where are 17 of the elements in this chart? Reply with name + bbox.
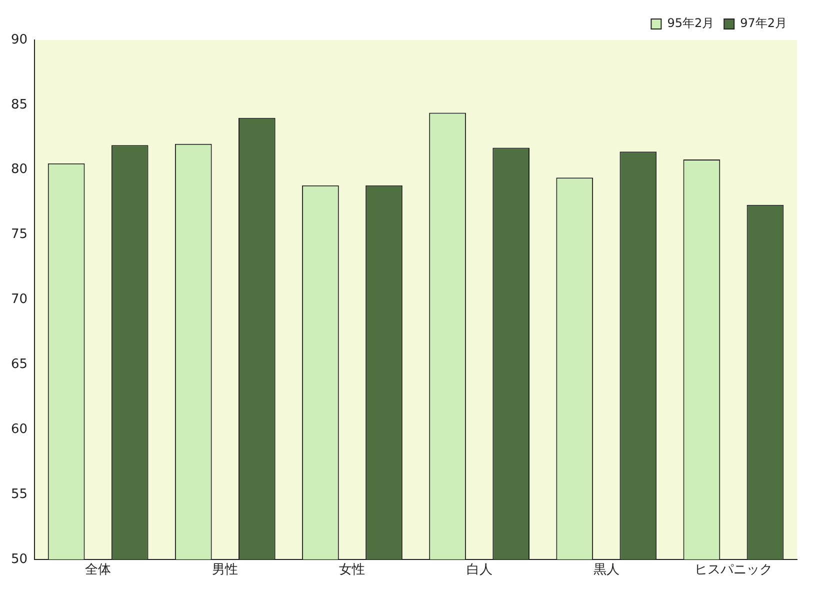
legend-label: 95年2月 (667, 16, 714, 30)
x-tick-label: 黒人 (593, 562, 620, 578)
y-tick-label: 55 (10, 486, 28, 502)
x-tick-label: 白人 (466, 562, 492, 578)
y-tick-label: 90 (10, 32, 28, 48)
y-tick-label: 50 (10, 552, 28, 567)
y-tick-label: 70 (10, 292, 28, 308)
x-tick-label: 女性 (339, 562, 366, 578)
y-tick-label: 60 (10, 422, 28, 437)
x-tick-label: 全体 (85, 562, 112, 578)
y-tick-label: 80 (10, 162, 28, 178)
y-tick-label: 85 (10, 97, 28, 112)
y-tick-label: 65 (10, 357, 28, 372)
x-tick-label: 男性 (212, 562, 238, 578)
y-tick-label: 75 (10, 227, 28, 242)
legend-label: 97年2月 (740, 16, 787, 30)
x-tick-label: ヒスパニック (694, 562, 772, 578)
